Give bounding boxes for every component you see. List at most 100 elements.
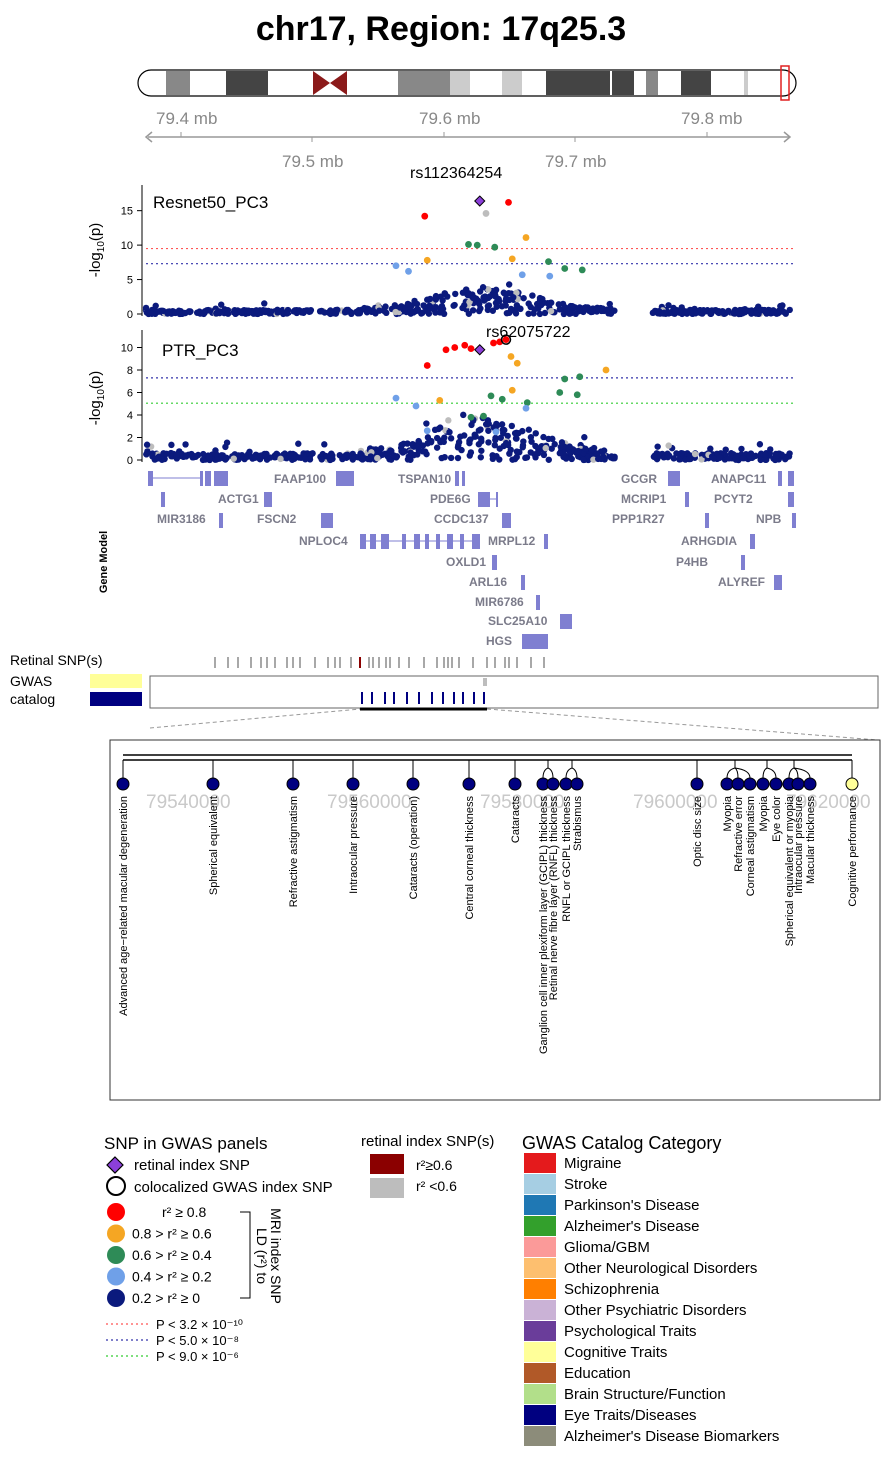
snp-point <box>566 443 573 450</box>
snp-point <box>492 292 499 299</box>
snp-point <box>426 295 434 303</box>
trait-node <box>570 777 584 791</box>
legend-label: r² <0.6 <box>416 1178 457 1194</box>
snp-point <box>206 454 213 461</box>
snp-point <box>365 307 372 314</box>
trait-node <box>406 777 420 791</box>
snp-point <box>590 456 597 463</box>
snp-point <box>334 306 341 314</box>
retinal-snp-tick <box>472 657 474 668</box>
resnet50-pc3-panel: Resnet50_PC3 rs112364254 -log10(p) 0 5 10 1… <box>87 165 796 321</box>
snp-point <box>302 456 309 463</box>
snp-point <box>746 452 753 460</box>
snp-point <box>224 310 232 317</box>
retinal-snp-tick <box>314 657 316 668</box>
snp-point <box>355 309 363 317</box>
snp-point <box>747 308 754 315</box>
snp-point <box>283 310 291 317</box>
snp-point <box>468 421 475 429</box>
snp-point <box>230 455 237 462</box>
trait-label: Eye color <box>771 796 783 842</box>
snp-point <box>393 453 401 460</box>
snp-point <box>532 442 539 450</box>
snp-point <box>531 451 538 458</box>
legend-label: Schizophrenia <box>564 1281 660 1298</box>
snp-point <box>263 450 270 458</box>
snp-point <box>461 341 469 349</box>
snp-point <box>238 451 246 459</box>
trait-node <box>559 777 573 791</box>
snp-point <box>451 344 459 351</box>
snp-point <box>452 290 459 298</box>
retinal-snp-tick <box>260 657 262 668</box>
gwas-catalog-tick <box>361 692 363 704</box>
snp-point <box>376 307 383 314</box>
snp-point <box>545 456 552 463</box>
trait-label: Macular thickness <box>805 796 817 885</box>
snp-point <box>401 448 408 455</box>
trait-node <box>690 777 704 791</box>
category-swatch <box>524 1258 556 1278</box>
snp-point <box>738 445 745 453</box>
legend-label: retinal index SNP <box>134 1157 250 1174</box>
snp-point <box>357 450 364 457</box>
y-tick-label: 0 <box>127 455 133 467</box>
retinal-snp-tick <box>378 657 380 668</box>
snp-point <box>427 439 435 446</box>
snp-point <box>186 308 193 316</box>
snp-point <box>529 292 536 299</box>
snp-point <box>472 433 479 440</box>
snp-point <box>175 308 183 315</box>
snp-point <box>507 305 515 313</box>
snp-point <box>405 267 412 275</box>
snp-point <box>267 308 275 315</box>
ld-color-dot <box>107 1267 125 1286</box>
snp-point <box>469 294 477 302</box>
snp-point <box>512 310 520 317</box>
retinal-snp-tick <box>350 657 352 668</box>
snp-point <box>339 455 346 463</box>
snp-point <box>492 428 500 436</box>
trait-connector <box>571 760 578 779</box>
trait-node <box>346 777 360 791</box>
trait-label: Refractive error <box>733 796 745 872</box>
snp-point <box>454 454 462 462</box>
retinal-snp-tick <box>423 657 425 668</box>
y-tick-label: 10 <box>121 343 133 355</box>
snp-point <box>513 304 521 312</box>
y-tick-label: 10 <box>121 240 133 252</box>
snp-point <box>376 448 383 455</box>
snp-point <box>528 438 535 445</box>
snp-point <box>381 308 389 315</box>
snp-point <box>687 308 694 316</box>
gwas-catalog-tick <box>384 692 386 704</box>
snp-point <box>691 450 699 458</box>
snp-point <box>481 296 489 303</box>
snp-point <box>670 455 677 462</box>
snp-point <box>484 302 492 310</box>
snp-point <box>562 455 570 462</box>
snp-point <box>477 426 484 433</box>
snp-point <box>420 302 427 309</box>
category-swatch <box>524 1174 556 1194</box>
ld-color-dot <box>107 1203 125 1221</box>
y-tick-label: 6 <box>127 388 133 400</box>
trait-node <box>546 777 560 791</box>
trait-label: Retinal nerve fibre layer (RNFL) thickne… <box>548 796 560 1001</box>
snp-point <box>460 411 467 419</box>
snp-point <box>508 386 516 394</box>
snp-point <box>277 455 284 463</box>
snp-point <box>536 310 544 318</box>
snp-point <box>467 345 475 353</box>
zoom-axis-label: 79600000 <box>633 792 718 813</box>
snp-point <box>446 428 453 436</box>
category-swatch <box>524 1300 556 1320</box>
retinal-snp-tick <box>494 657 496 668</box>
snp-point <box>432 309 439 316</box>
snp-point <box>441 453 448 461</box>
gene-label: MCRIP1 <box>621 492 667 506</box>
legend-title: retinal index SNP(s) <box>361 1133 494 1150</box>
y-tick-label: 5 <box>127 275 133 287</box>
retinal-snp-tick <box>359 657 361 668</box>
